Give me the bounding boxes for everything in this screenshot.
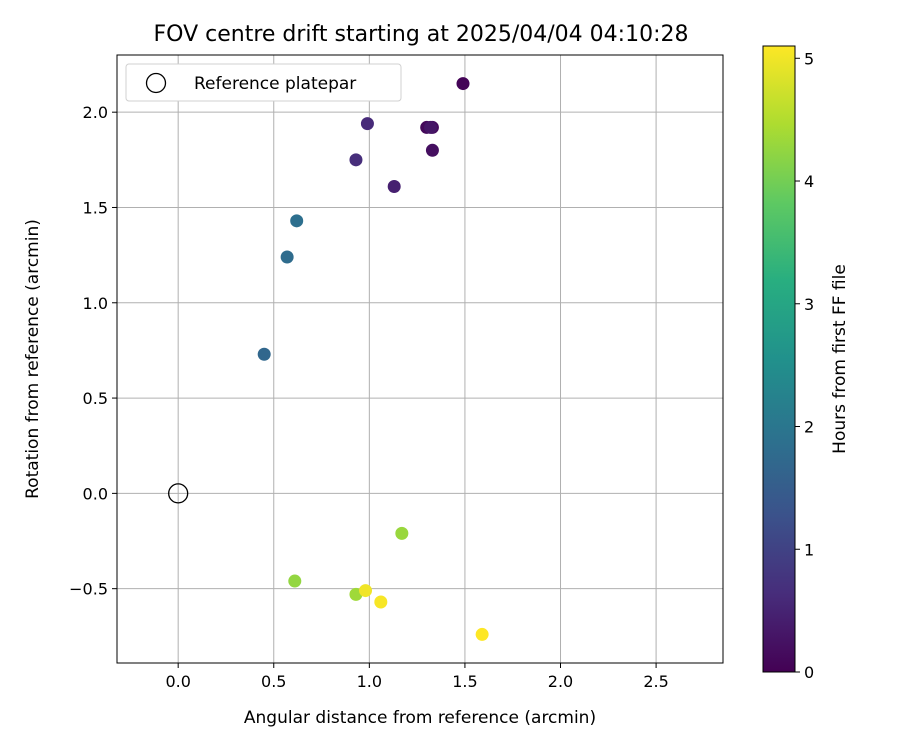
y-axis-ticks: −0.5 0.0 0.5 1.0 1.5 2.0 <box>69 103 117 599</box>
y-axis-label: Rotation from reference (arcmin) <box>23 219 43 499</box>
y-tick-label: 1.0 <box>83 294 108 313</box>
x-tick-label: 0.0 <box>165 672 190 691</box>
colorbar-tick-label: 4 <box>804 172 814 191</box>
x-tick-label: 2.5 <box>643 672 668 691</box>
data-point <box>349 153 363 167</box>
x-tick-label: 1.0 <box>357 672 382 691</box>
colorbar-tick-label: 0 <box>804 663 814 682</box>
y-tick-label: 0.5 <box>83 389 108 408</box>
data-point <box>387 180 401 194</box>
data-point <box>425 143 439 157</box>
legend-label-reference: Reference platepar <box>194 74 356 94</box>
x-tick-label: 1.5 <box>452 672 477 691</box>
data-point <box>456 77 470 91</box>
data-point <box>288 574 302 588</box>
reference-platepar-marker <box>168 483 189 504</box>
data-point <box>374 595 388 609</box>
legend-box <box>125 63 402 102</box>
x-axis-label: Angular distance from reference (arcmin) <box>244 708 596 728</box>
legend: Reference platepar <box>125 63 402 102</box>
data-points <box>168 77 489 641</box>
data-point <box>395 526 409 540</box>
colorbar-tick-label: 2 <box>804 418 814 437</box>
plot-frame <box>116 54 724 664</box>
data-point <box>359 584 373 598</box>
colorbar-gradient <box>762 45 796 673</box>
colorbar-tick-label: 5 <box>804 49 814 68</box>
chart-title: FOV centre drift starting at 2025/04/04 … <box>154 22 689 47</box>
data-point <box>360 117 374 131</box>
x-tick-label: 2.0 <box>548 672 573 691</box>
colorbar: 0 1 2 3 4 5 Hours from first FF file <box>762 45 850 682</box>
data-point <box>280 250 294 264</box>
y-tick-label: −0.5 <box>69 580 108 599</box>
colorbar-label: Hours from first FF file <box>830 264 850 454</box>
colorbar-tick-label: 1 <box>804 540 814 559</box>
x-tick-label: 0.5 <box>261 672 286 691</box>
data-point <box>257 347 271 361</box>
colorbar-ticks: 0 1 2 3 4 5 <box>795 49 814 682</box>
x-axis-ticks: 0.0 0.5 1.0 1.5 2.0 2.5 <box>165 663 669 691</box>
data-point <box>424 120 438 134</box>
data-point <box>475 627 489 641</box>
grid-lines <box>117 55 723 663</box>
legend-marker <box>145 72 167 94</box>
y-tick-label: 0.0 <box>83 484 108 503</box>
data-point <box>290 214 304 228</box>
colorbar-tick-label: 3 <box>804 295 814 314</box>
y-tick-label: 1.5 <box>83 198 108 217</box>
y-tick-label: 2.0 <box>83 103 108 122</box>
